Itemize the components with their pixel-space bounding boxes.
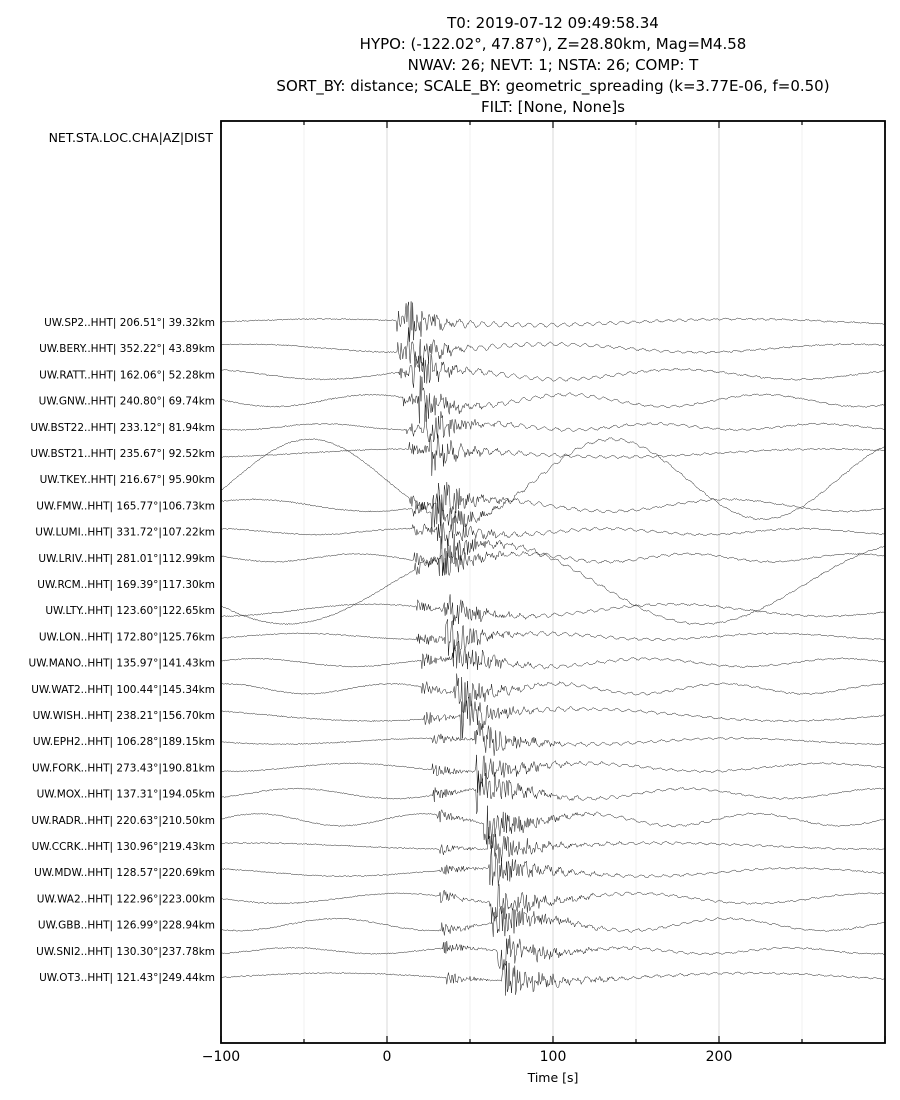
x-tick-label: 200 xyxy=(706,1049,733,1065)
waveform-trace xyxy=(220,327,886,368)
station-label: UW.FORK..HHT| 273.43°|190.81km xyxy=(32,762,215,774)
waveform-trace xyxy=(220,754,886,793)
waveform-trace xyxy=(220,402,886,442)
x-axis-ticks: −100 0 100 200 xyxy=(202,121,886,1065)
station-label: UW.TKEY..HHT| 216.67°| 95.90km xyxy=(40,474,215,486)
waveform-trace xyxy=(220,935,886,971)
waveform-trace xyxy=(220,884,886,924)
station-label: UW.GNW..HHT| 240.80°| 69.74km xyxy=(39,396,215,408)
station-label: UW.LTY..HHT| 123.60°|122.65km xyxy=(45,605,215,617)
title-line-filter: FILT: [None, None]s xyxy=(481,98,625,116)
x-axis-label: Time [s] xyxy=(527,1070,579,1085)
station-label: UW.OT3..HHT| 121.43°|249.44km xyxy=(39,972,215,984)
waveform-trace xyxy=(220,534,886,626)
station-label: UW.GBB..HHT| 126.99°|228.94km xyxy=(38,920,215,932)
waveform-trace xyxy=(220,375,886,424)
waveform-trace xyxy=(221,696,886,740)
waveform-trace xyxy=(220,827,886,864)
x-tick-label: 0 xyxy=(383,1049,392,1065)
title-line-sort-scale: SORT_BY: distance; SCALE_BY: geometric_s… xyxy=(276,77,829,96)
station-label: UW.RCM..HHT| 169.39°|117.30km xyxy=(37,579,215,591)
waveform-trace xyxy=(220,515,886,549)
station-label: UW.BERY..HHT| 352.22°| 43.89km xyxy=(39,343,215,355)
waveform-trace xyxy=(220,639,886,670)
waveform-trace xyxy=(220,351,886,388)
station-label: UW.CCRK..HHT| 130.96°|219.43km xyxy=(32,841,215,853)
station-label: UW.WISH..HHT| 238.21°|156.70km xyxy=(33,710,215,722)
waveform-trace xyxy=(220,720,886,756)
station-label: UW.BST21..HHT| 235.67°| 92.52km xyxy=(30,448,215,460)
station-label: UW.LRIV..HHT| 281.01°|112.99km xyxy=(38,553,215,565)
station-label: UW.MANO..HHT| 135.97°|141.43km xyxy=(29,658,215,670)
title-line-origin-time: T0: 2019-07-12 09:49:58.34 xyxy=(446,14,659,32)
station-label: UW.BST22..HHT| 233.12°| 81.94km xyxy=(30,422,215,434)
station-label: UW.RADR..HHT| 220.63°|210.50km xyxy=(31,815,215,827)
waveform-trace xyxy=(220,959,886,996)
grid xyxy=(220,121,886,1043)
title-line-hypocenter: HYPO: (-122.02°, 47.87°), Z=28.80km, Mag… xyxy=(360,35,747,53)
title-line-counts: NWAV: 26; NEVT: 1; NSTA: 26; COMP: T xyxy=(408,56,700,74)
waveform-trace xyxy=(220,594,886,626)
station-label: UW.MDW..HHT| 128.57°|220.69km xyxy=(34,867,215,879)
x-tick-label: 100 xyxy=(540,1049,567,1065)
station-label: UW.LUMI..HHT| 331.72°|107.22km xyxy=(35,527,215,539)
waveform-trace xyxy=(220,301,886,342)
station-label: UW.WA2..HHT| 122.96°|223.00km xyxy=(37,893,215,905)
x-tick-label: −100 xyxy=(202,1049,240,1065)
station-label: UW.MOX..HHT| 137.31°|194.05km xyxy=(37,789,215,801)
waveform-trace xyxy=(220,905,886,937)
waveform-trace xyxy=(220,673,886,714)
station-label: UW.LON..HHT| 172.80°|125.76km xyxy=(39,631,215,643)
station-label: UW.WAT2..HHT| 100.44°|145.34km xyxy=(31,684,215,696)
waveform-trace xyxy=(220,433,886,476)
station-label: UW.FMW..HHT| 165.77°|106.73km xyxy=(36,500,215,512)
waveform-trace xyxy=(220,437,885,535)
waveform-trace xyxy=(220,619,886,658)
waveform-trace xyxy=(220,482,886,526)
chart-title: T0: 2019-07-12 09:49:58.34 HYPO: (-122.0… xyxy=(276,14,829,116)
station-label: UW.SNI2..HHT| 130.30°|237.78km xyxy=(36,946,215,958)
station-labels: UW.SP2..HHT| 206.51°| 39.32km UW.BERY..HH… xyxy=(29,317,215,984)
waveform-trace xyxy=(220,535,886,577)
station-label: UW.RATT..HHT| 162.06°| 52.28km xyxy=(39,369,215,381)
waveform-traces xyxy=(220,301,886,996)
station-label: UW.SP2..HHT| 206.51°| 39.32km xyxy=(44,317,215,329)
station-label: UW.EPH2..HHT| 106.28°|189.15km xyxy=(33,736,215,748)
waveform-trace xyxy=(220,845,886,886)
waveform-trace xyxy=(220,770,886,814)
station-column-header: NET.STA.LOC.CHA|AZ|DIST xyxy=(49,130,214,145)
waveform-trace xyxy=(220,805,886,845)
